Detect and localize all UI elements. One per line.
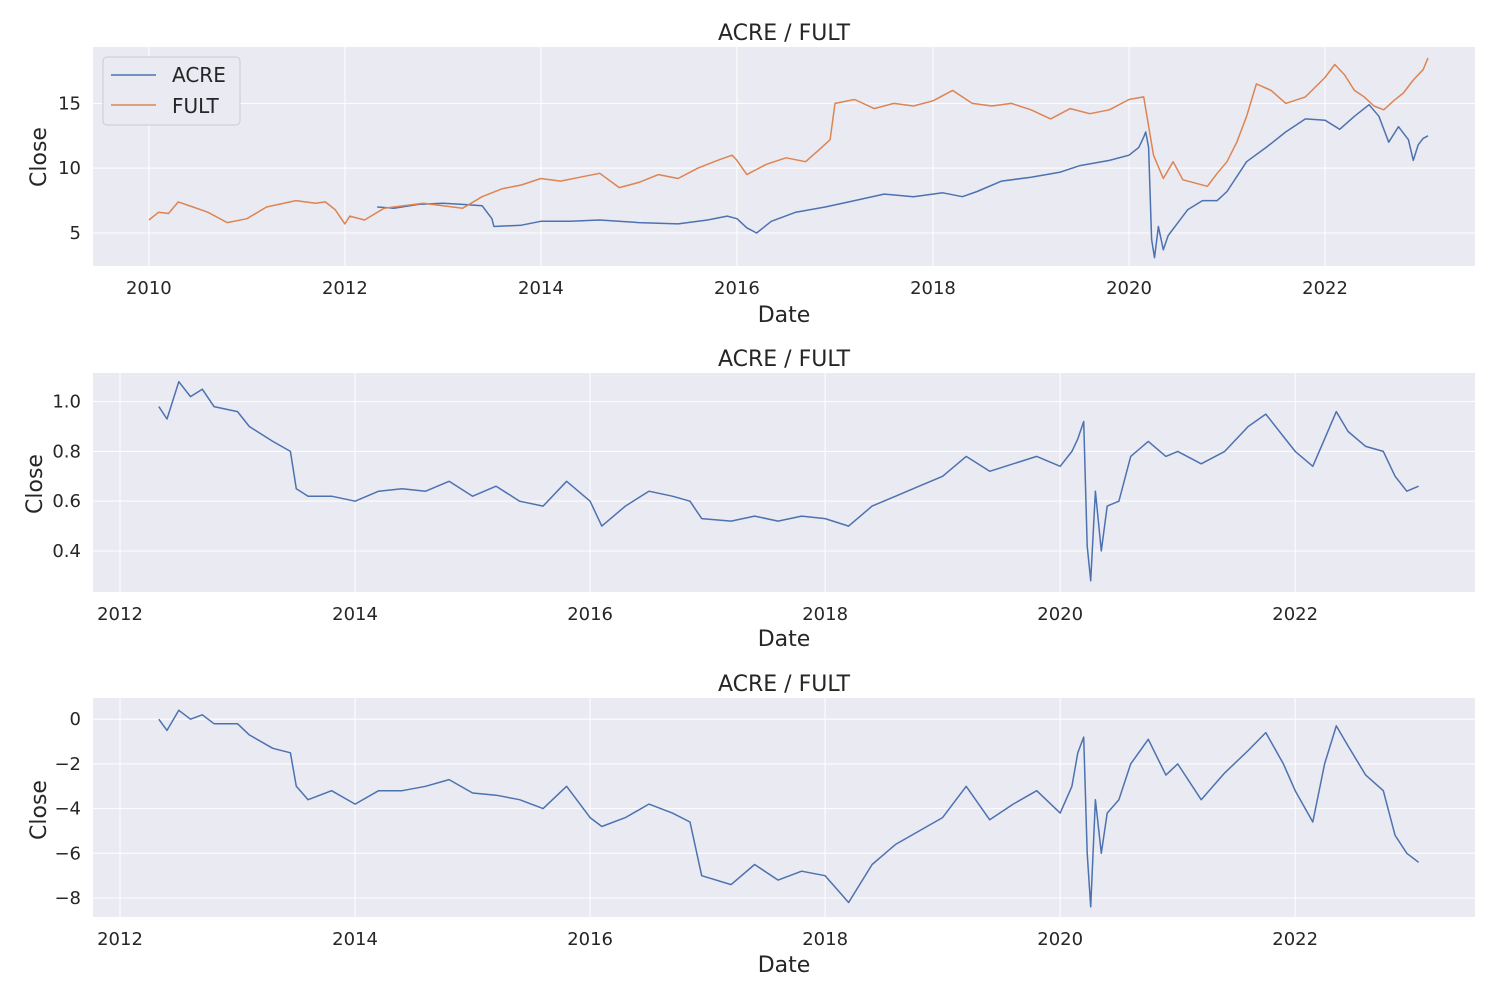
plot-area (93, 698, 1475, 917)
subplot-1: 2010 2012 2014 2016 2018 2020 2022 5 10 15 ACRE … (27, 21, 1475, 328)
x-tick-label: 2012 (322, 278, 368, 299)
grid (93, 698, 1475, 917)
x-tick-label: 2012 (97, 604, 143, 625)
x-tick-label: 2018 (910, 278, 956, 299)
chart-title: ACRE / FULT (718, 21, 851, 46)
x-tick-label: 2022 (1272, 604, 1318, 625)
y-axis-label: Close (27, 127, 52, 187)
y-tick-label: 0.8 (52, 441, 81, 462)
y-tick-label: −4 (54, 799, 81, 820)
x-tick-label: 2018 (802, 929, 848, 950)
x-tick-label: 2016 (567, 604, 613, 625)
x-axis-label: Date (758, 953, 811, 978)
y-axis-label: Close (27, 780, 52, 840)
y-tick-label: −2 (54, 754, 81, 775)
grid (93, 47, 1475, 266)
subplot-3: 2012 2014 2016 2018 2020 2022 −8 −6 −4 −2 0 ACRE … (27, 672, 1475, 978)
x-tick-label: 2010 (126, 278, 172, 299)
y-tick-labels: 0.4 0.6 0.8 1.0 (52, 392, 81, 562)
subplot-2: 2012 2014 2016 2018 2020 2022 0.4 0.6 0.8 1.0 AC… (23, 347, 1475, 652)
x-tick-label: 2012 (97, 929, 143, 950)
y-axis-label: Close (23, 454, 48, 514)
y-tick-labels: −8 −6 −4 −2 0 (54, 709, 81, 909)
chart-title: ACRE / FULT (718, 347, 851, 372)
y-tick-label: −6 (54, 843, 81, 864)
y-tick-label: 0.4 (52, 541, 81, 562)
plot-area (93, 47, 1475, 266)
x-tick-label: 2014 (332, 604, 378, 625)
x-tick-label: 2018 (802, 604, 848, 625)
x-tick-label: 2020 (1106, 278, 1152, 299)
series-lines (148, 57, 1429, 259)
x-axis-label: Date (758, 627, 811, 652)
y-tick-label: −8 (54, 888, 81, 909)
y-tick-label: 15 (58, 93, 81, 114)
legend-label-acre: ACRE (172, 63, 226, 87)
x-tick-label: 2016 (714, 278, 760, 299)
x-tick-label: 2016 (567, 929, 613, 950)
y-tick-labels: 5 10 15 (58, 93, 81, 244)
legend-label-fult: FULT (172, 94, 220, 118)
y-tick-label: 5 (70, 223, 81, 244)
y-tick-label: 0.6 (52, 491, 81, 512)
x-tick-label: 2014 (332, 929, 378, 950)
legend: ACRE FULT (102, 56, 241, 126)
x-tick-label: 2022 (1302, 278, 1348, 299)
plot-area (93, 373, 1475, 592)
series-lines (158, 380, 1419, 582)
x-tick-labels: 2012 2014 2016 2018 2020 2022 (97, 929, 1318, 950)
x-axis-label: Date (758, 303, 811, 328)
grid (93, 373, 1475, 592)
y-tick-label: 1.0 (52, 392, 81, 413)
series-line-acre-fult (158, 709, 1420, 908)
series-line-fult (148, 57, 1429, 225)
series-line-acre-fult (158, 380, 1419, 582)
x-tick-labels: 2012 2014 2016 2018 2020 2022 (97, 604, 1318, 625)
series-line-acre (377, 103, 1429, 259)
x-tick-label: 2020 (1037, 604, 1083, 625)
x-tick-label: 2022 (1272, 929, 1318, 950)
legend-box (102, 56, 241, 126)
series-lines (158, 709, 1420, 908)
y-tick-label: 0 (70, 709, 81, 730)
x-tick-label: 2020 (1037, 929, 1083, 950)
chart-title: ACRE / FULT (718, 672, 851, 697)
x-tick-label: 2014 (518, 278, 564, 299)
x-tick-labels: 2010 2012 2014 2016 2018 2020 2022 (126, 278, 1348, 299)
y-tick-label: 10 (58, 158, 81, 179)
